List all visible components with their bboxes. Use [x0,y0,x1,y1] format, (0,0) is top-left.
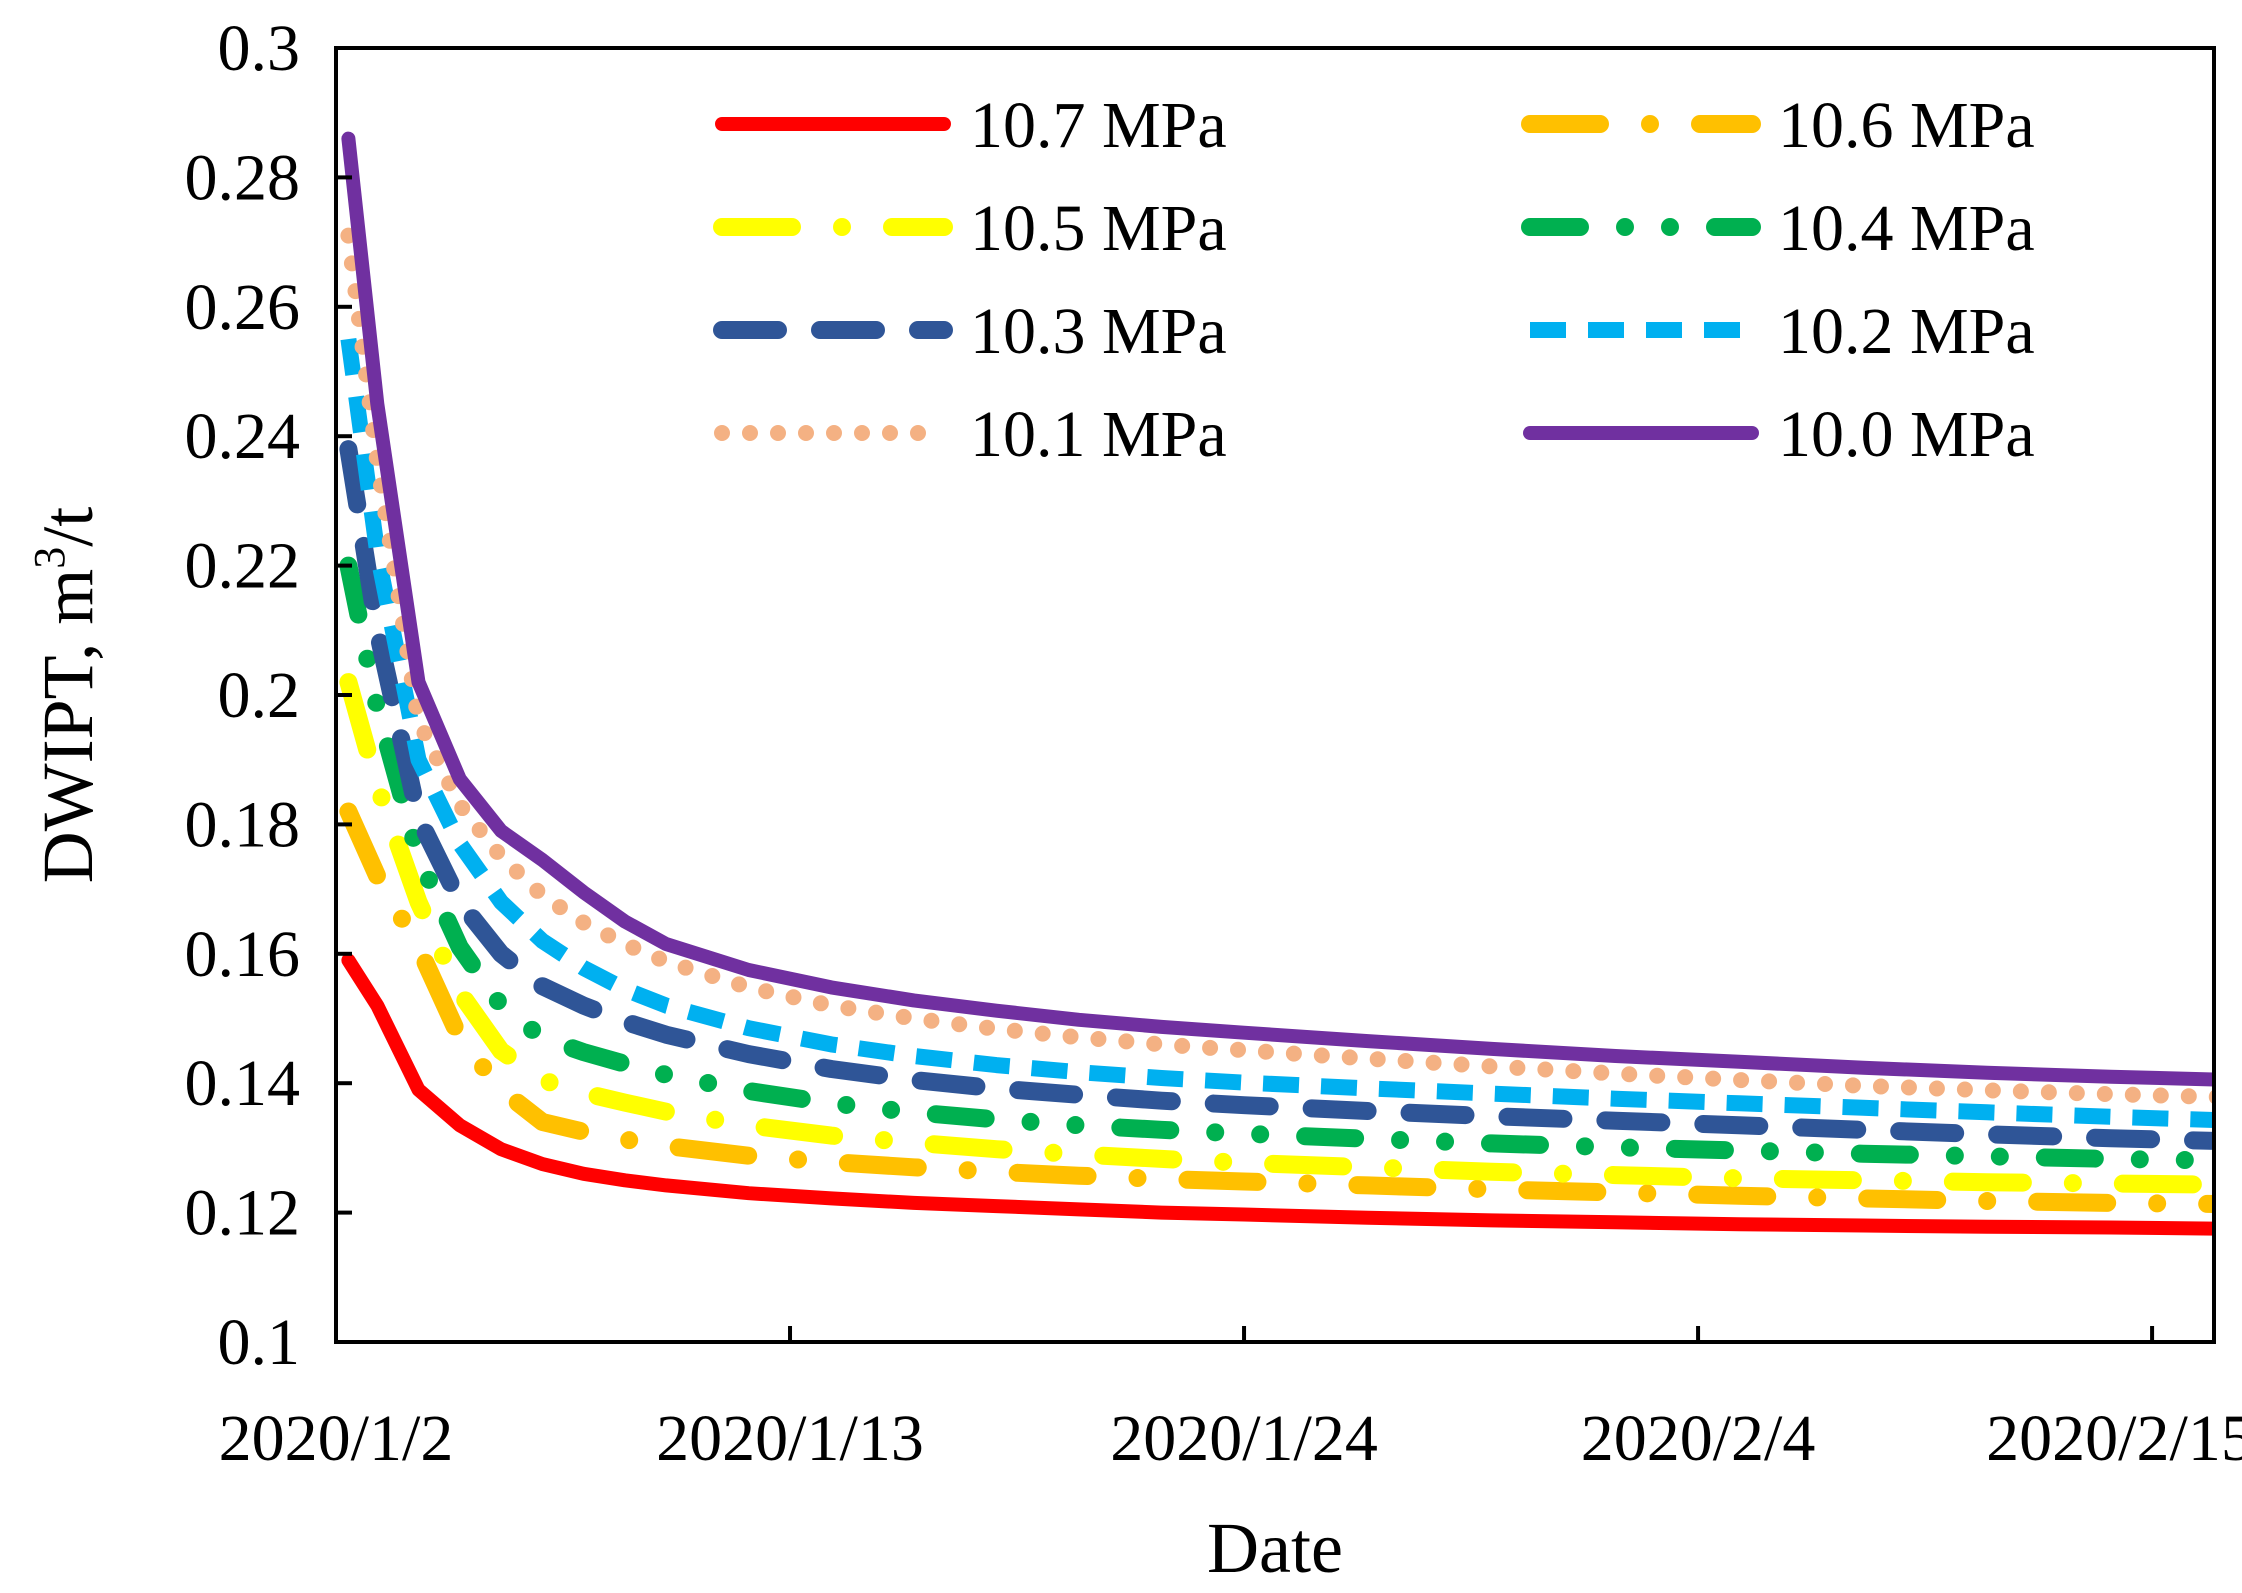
y-tick-label: 0.12 [185,1177,301,1250]
y-tick-label: 0.3 [218,12,301,85]
y-tick-label: 0.22 [185,530,301,603]
y-axis-title-superscript: 3 [25,547,74,569]
series-line-10-0-mpa [341,131,2214,1087]
y-tick-label: 0.1 [218,1306,301,1379]
legend-label-10-0-mpa: 10.0 MPa [1778,398,2035,471]
y-tick-label: 0.18 [185,788,301,861]
x-tick-label: 2020/2/4 [1581,1402,1816,1475]
legend-label-10-6-mpa: 10.6 MPa [1778,89,2035,162]
series-line-10-6-mpa [339,802,2214,1213]
legend-label-10-5-mpa: 10.5 MPa [970,192,1227,265]
y-tick-label: 0.16 [185,918,301,991]
y-axis-title-main: DWIPT, m [28,569,108,884]
legend-label-10-1-mpa: 10.1 MPa [970,398,1227,471]
legend-label-10-3-mpa: 10.3 MPa [970,295,1227,368]
series-line-10-3-mpa [339,440,2214,1150]
x-axis-title: Date [1207,1508,1343,1588]
y-axis-title: DWIPT, m3/t [25,507,108,884]
y-tick-label: 0.14 [185,1047,301,1120]
x-tick-label: 2020/1/2 [219,1402,454,1475]
x-tick-label: 2020/1/24 [1110,1402,1378,1475]
series-line-10-1-mpa [340,227,2214,1105]
series-line-10-7-mpa [341,953,2214,1236]
y-tick-label: 0.24 [185,400,301,473]
legend-label-10-2-mpa: 10.2 MPa [1778,295,2035,368]
series-line-10-4-mpa [339,556,2214,1170]
y-tick-label: 0.26 [185,271,301,344]
series-line-10-5-mpa [339,673,2214,1194]
x-tick-label: 2020/1/13 [656,1402,924,1475]
legend-label-10-4-mpa: 10.4 MPa [1778,192,2035,265]
y-axis-title-suffix: /t [28,507,108,547]
series-line-10-2-mpa [340,338,2214,1129]
y-tick-label: 0.28 [185,141,301,214]
x-tick-label: 2020/2/15 [1986,1402,2242,1475]
legend-label-10-7-mpa: 10.7 MPa [970,89,1227,162]
y-tick-label: 0.2 [218,659,301,732]
